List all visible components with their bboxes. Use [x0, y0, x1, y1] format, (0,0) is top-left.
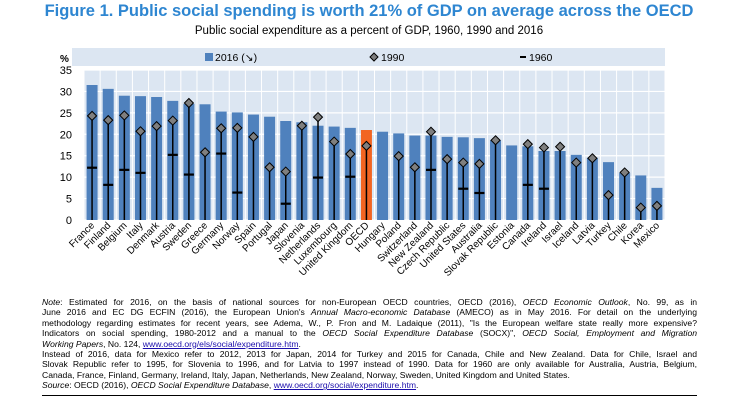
- figure-notes: Note: Estimated for 2016, on the basis o…: [42, 297, 697, 391]
- marker-1990: [215, 123, 227, 134]
- marker-1990: [86, 110, 98, 122]
- marker-1990: [280, 166, 291, 177]
- note-text: (SOCX)",: [473, 328, 523, 339]
- marker-1990: [232, 122, 243, 134]
- figure-title: Figure 1. Public social spending is wort…: [44, 2, 694, 20]
- marker-1990: [409, 162, 421, 173]
- note-text: OECD Economic Outlook: [522, 297, 628, 307]
- marker-1990: [458, 157, 469, 168]
- y-tick-label: 20: [60, 129, 72, 141]
- note-link[interactable]: www.oecd.org/els/social/expenditure.htm: [142, 338, 299, 349]
- note-line: Working Papers, No. 124, www.oecd.org/el…: [42, 339, 697, 349]
- note-text: Annual Macro-economic Database: [310, 307, 451, 318]
- legend-swatch-2016: [205, 53, 213, 61]
- marker-1990: [635, 202, 646, 213]
- note-line: Canada, France, Finland, Germany, Irelan…: [42, 370, 697, 380]
- note-text: Instead of 2016, data for Mexico refer t…: [42, 348, 697, 359]
- marker-1990: [651, 200, 663, 212]
- note-text: Canada, France, Finland, Germany, Irelan…: [42, 369, 570, 380]
- legend-label-1960: 1960: [529, 52, 553, 64]
- marker-1990: [490, 135, 501, 146]
- marker-1990: [538, 142, 550, 153]
- legend-label-2016: 2016 (↘): [215, 52, 257, 64]
- note-line: Slovak Republic refer to 1995, for Slove…: [42, 359, 697, 369]
- note-line: June 2016 and EC DG ECFIN (2016), the Eu…: [42, 307, 697, 317]
- legend-label-1990: 1990: [381, 52, 405, 64]
- marker-1990: [361, 140, 372, 152]
- note-line: Indicators on social spending, 1980-2012…: [42, 328, 697, 338]
- y-tick-label: 30: [60, 86, 72, 98]
- marker-1990: [312, 111, 324, 123]
- note-text: (AMECO) as in May 2016. For detail on th…: [450, 307, 697, 318]
- note-line: Instead of 2016, data for Mexico refer t…: [42, 349, 697, 359]
- marker-1990: [135, 126, 146, 137]
- marker-1990: [619, 167, 630, 178]
- marker-1990: [199, 147, 211, 158]
- marker-1990: [264, 162, 275, 173]
- y-tick-label: 5: [66, 194, 72, 206]
- note-text: Working Papers: [42, 338, 104, 349]
- y-tick-label: 15: [60, 151, 72, 163]
- marker-1990: [587, 153, 598, 164]
- note-text: .: [298, 338, 301, 349]
- marker-1990: [296, 120, 308, 131]
- marker-1990: [345, 148, 356, 160]
- note-line: Note: Estimated for 2016, on the basis o…: [42, 297, 697, 307]
- marker-1990: [522, 138, 534, 150]
- marker-1990: [441, 153, 453, 165]
- marker-1990: [328, 136, 340, 147]
- note-text: , No. 124,: [103, 338, 143, 349]
- y-tick-label: 0: [66, 215, 72, 227]
- social-spending-chart: 05101520253035%FranceFinlandBelgiumItaly…: [60, 48, 666, 279]
- note-text: , No. 99, as in: [627, 297, 698, 307]
- note-text: OECD Social, Employment and Migration: [522, 328, 698, 339]
- note-text: ,: [268, 380, 274, 391]
- note-line: methodology regarding estimates for rece…: [42, 318, 697, 328]
- figure-subtitle: Public social expenditure as a percent o…: [194, 25, 544, 37]
- marker-1990: [119, 110, 130, 121]
- marker-1990: [571, 157, 582, 168]
- marker-1990: [167, 115, 178, 126]
- note-text: .: [416, 380, 419, 391]
- y-axis-unit: %: [60, 54, 69, 65]
- marker-1990: [183, 97, 195, 109]
- note-link[interactable]: www.oecd.org/social/expenditure.htm: [273, 380, 417, 391]
- legend-swatch-1990: [369, 52, 379, 62]
- y-tick-label: 10: [60, 172, 72, 184]
- legend-band: [72, 48, 665, 66]
- note-text: : Estimated for 2016, on the basis of na…: [60, 297, 523, 307]
- note-text: Source: [42, 380, 70, 391]
- marker-1990: [554, 141, 566, 152]
- bottom-rule: [42, 395, 697, 396]
- marker-1990: [474, 158, 485, 170]
- note-text: June 2016 and EC DG ECFIN (2016), the Eu…: [42, 307, 311, 318]
- note-text: OECD Social Expenditure Database: [322, 328, 474, 339]
- bar-2016: [635, 175, 647, 220]
- note-line: Source: OECD (2016), OECD Social Expendi…: [42, 380, 697, 390]
- y-tick-label: 25: [60, 108, 72, 120]
- marker-1990: [603, 189, 614, 201]
- marker-1990: [393, 150, 404, 162]
- note-text: Note: [42, 297, 61, 307]
- bar-2016: [377, 131, 389, 220]
- note-text: Indicators on social spending, 1980-2012…: [42, 328, 323, 339]
- y-tick-label: 35: [60, 65, 72, 77]
- note-text: : OECD (2016),: [69, 380, 131, 391]
- marker-1990: [151, 120, 162, 132]
- note-text: methodology regarding estimates for rece…: [42, 317, 697, 328]
- bar-2016: [506, 145, 518, 220]
- marker-1990: [103, 114, 114, 126]
- note-text: Slovak Republic refer to 1995, for Slove…: [42, 359, 697, 370]
- marker-1990: [248, 131, 259, 143]
- marker-1990: [425, 126, 437, 137]
- note-text: OECD Social Expenditure Database: [130, 380, 269, 391]
